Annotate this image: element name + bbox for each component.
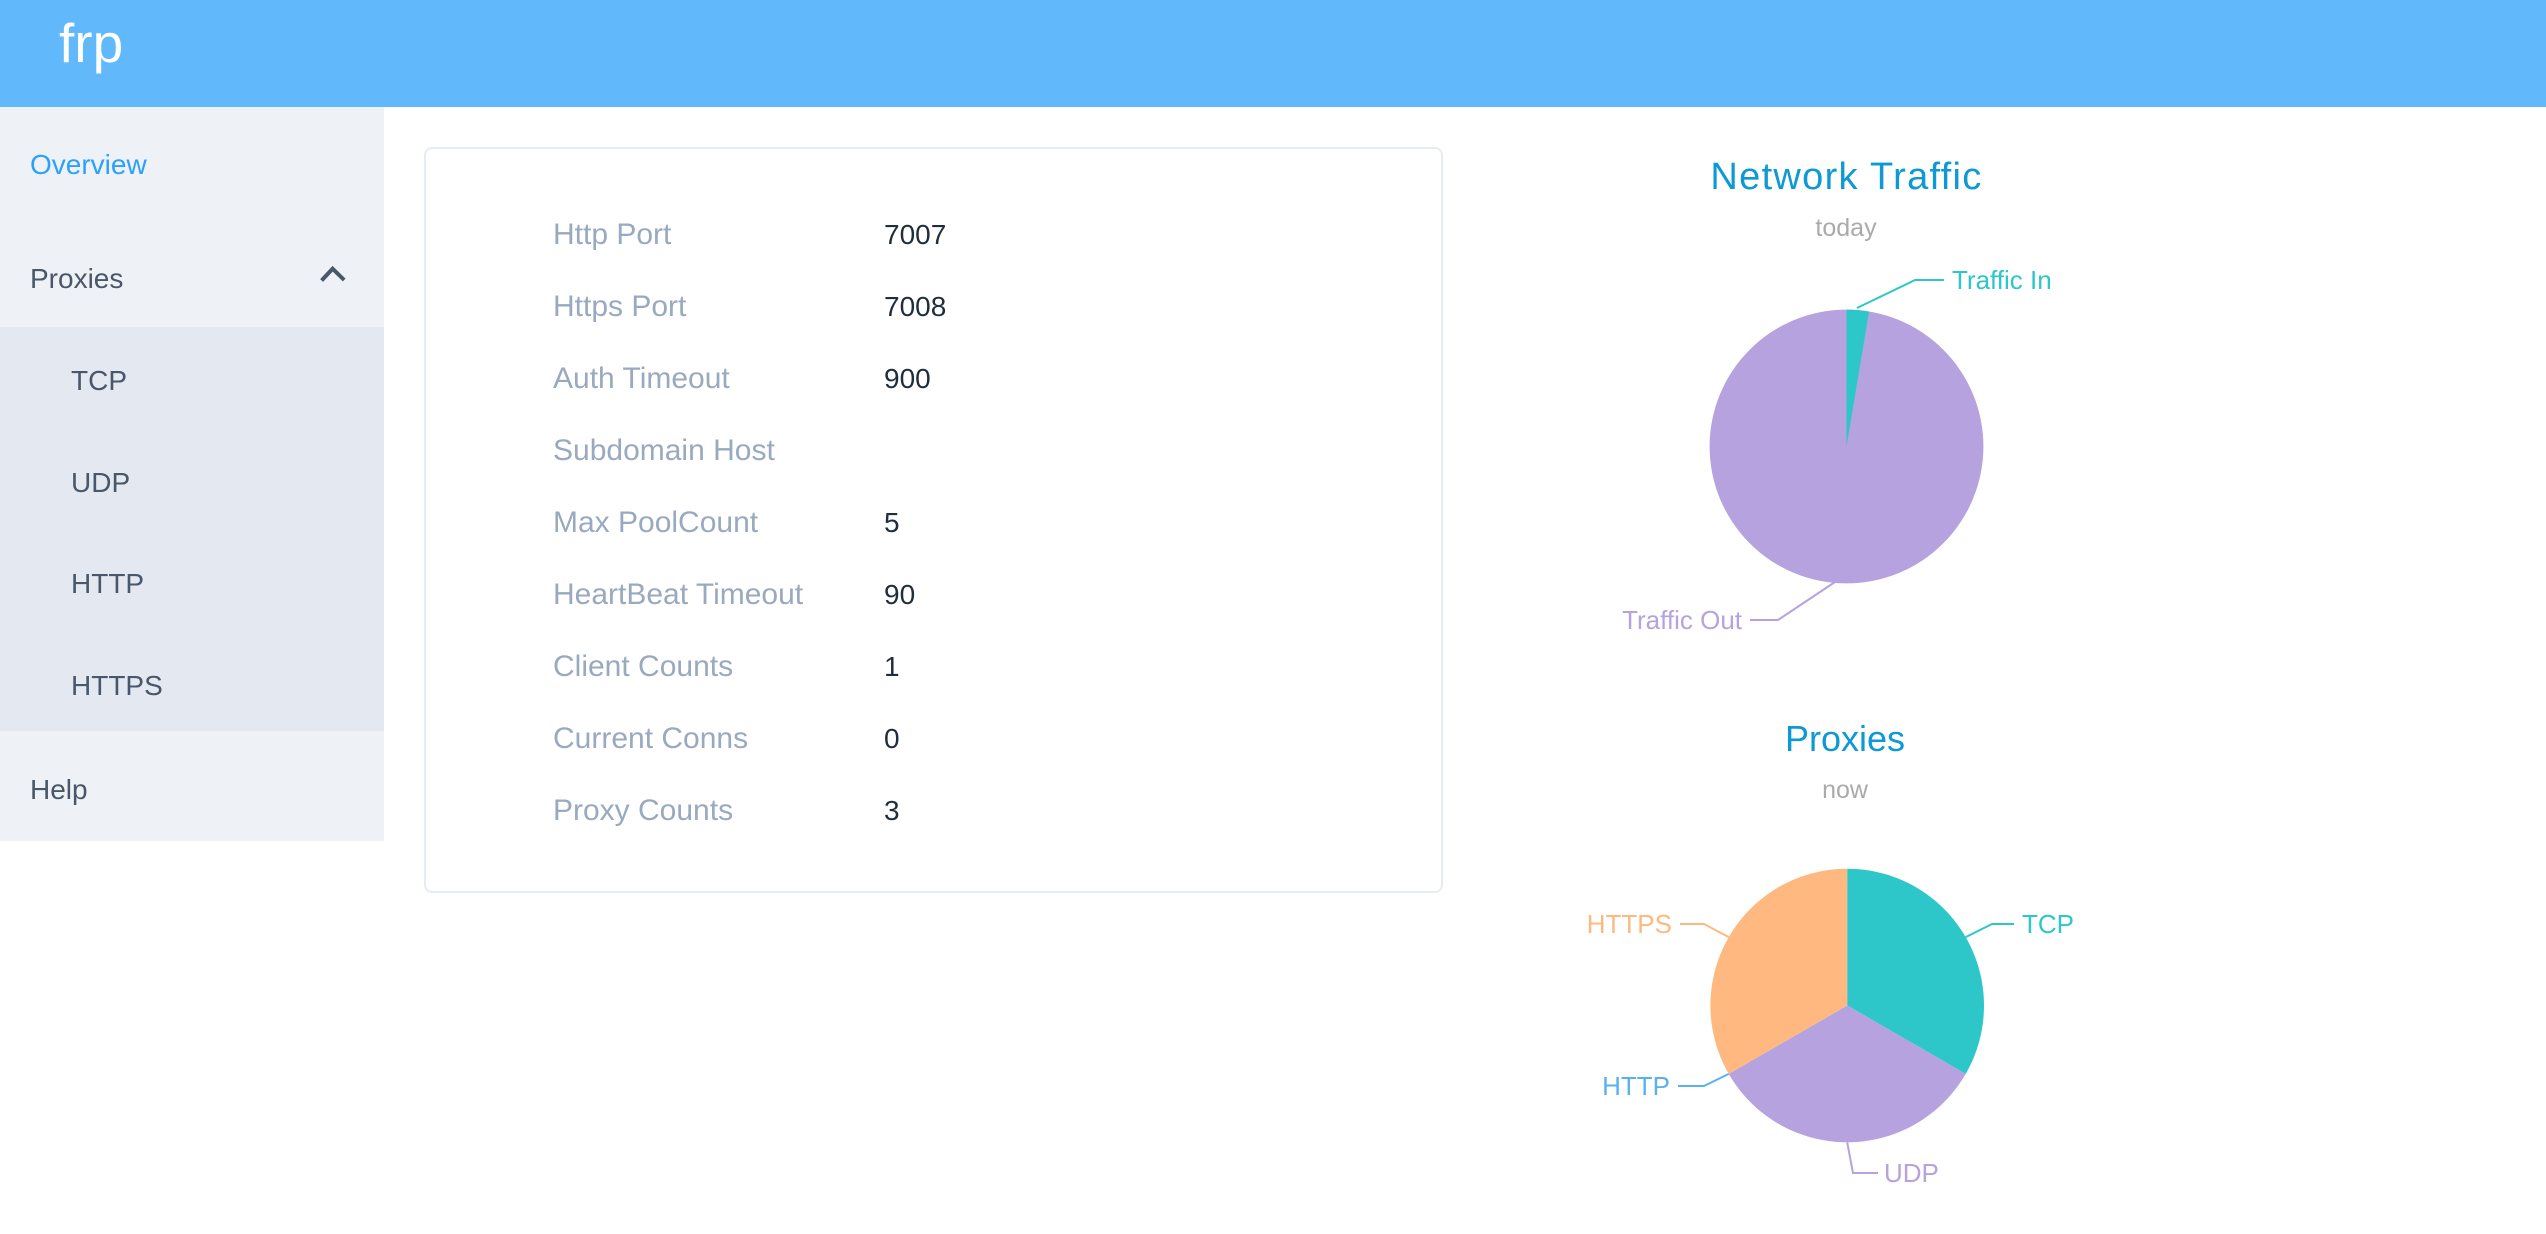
svg-text:UDP: UDP <box>1884 1158 1939 1188</box>
svg-text:Traffic In: Traffic In <box>1952 265 2052 295</box>
svg-text:today: today <box>1815 214 1877 242</box>
svg-text:Traffic Out: Traffic Out <box>1622 605 1743 635</box>
svg-text:TCP: TCP <box>2022 909 2074 939</box>
svg-text:HTTP: HTTP <box>1602 1071 1670 1101</box>
svg-text:Network Traffic: Network Traffic <box>1710 156 1982 198</box>
svg-text:now: now <box>1822 776 1869 804</box>
svg-text:HTTPS: HTTPS <box>1587 909 1672 939</box>
svg-text:Proxies: Proxies <box>1785 718 1905 759</box>
